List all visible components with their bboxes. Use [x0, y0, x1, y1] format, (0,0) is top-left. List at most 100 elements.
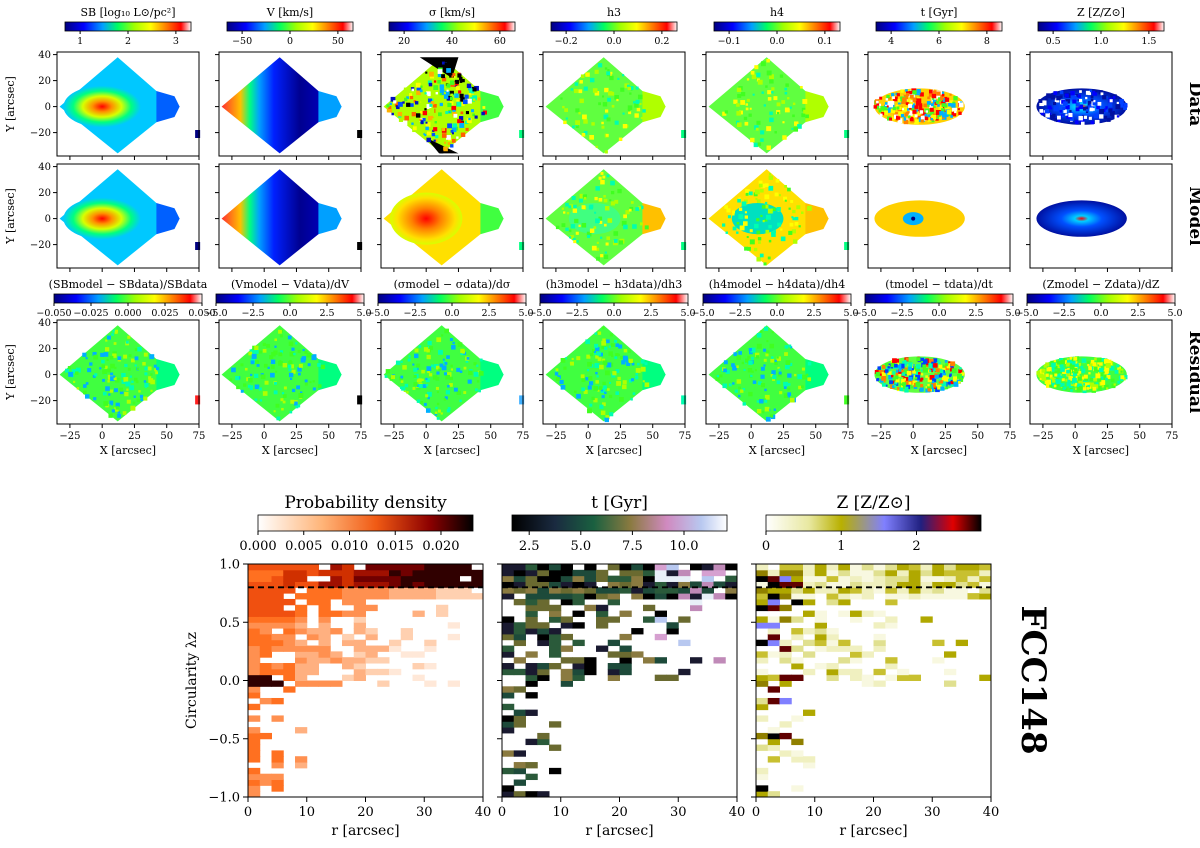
map-pixel: [127, 335, 131, 339]
circularity-bin: [631, 581, 644, 588]
map-pixel: [300, 357, 306, 363]
map-pixel: [738, 386, 741, 390]
map-pixel: [744, 215, 748, 219]
map-pixel: [113, 375, 116, 378]
circularity-bin: [979, 581, 992, 588]
circularity-bin: [826, 581, 839, 588]
circularity-bin: [365, 581, 378, 588]
map-pixel: [1087, 100, 1093, 106]
map-pixel: [722, 111, 727, 116]
sb-chip: [195, 130, 201, 138]
map-pixel: [593, 386, 598, 391]
circularity-bin: [283, 663, 296, 670]
map-pixel: [598, 102, 602, 106]
map-pixel: [594, 343, 599, 348]
circularity-bin: [525, 773, 538, 781]
map-frame: [867, 51, 1011, 157]
map-pixel: [768, 239, 772, 243]
circularity-bin: [838, 593, 851, 600]
map-pixel: [752, 93, 755, 96]
circularity-bin: [259, 564, 272, 571]
map-pixel: [555, 368, 559, 372]
map-pixel: [426, 104, 432, 109]
map-pixel: [1041, 100, 1047, 106]
moment-chip: [844, 130, 850, 138]
map-pixel: [1057, 360, 1061, 365]
circularity-bin: [873, 633, 886, 641]
map-pixel: [1103, 375, 1109, 380]
map-pixel: [1066, 373, 1070, 377]
map-pixel: [601, 340, 607, 346]
map-pixel: [941, 364, 945, 368]
map-pixel: [606, 71, 611, 76]
map-pixel: [891, 385, 895, 389]
circularity-bin: [944, 651, 957, 658]
map-pixel: [896, 363, 902, 369]
map-pixel: [890, 108, 896, 113]
map-pixel: [791, 127, 794, 130]
map-pixel: [753, 142, 759, 148]
circularity-bin: [295, 628, 308, 635]
map-pixel: [766, 126, 772, 132]
map-pixel: [621, 360, 626, 365]
circularity-bin: [678, 668, 691, 676]
map-pixel: [896, 106, 900, 110]
map-pixel: [603, 223, 607, 227]
circularity-bin: [502, 767, 515, 775]
map-pixel: [591, 396, 595, 401]
map-pixel: [921, 386, 924, 389]
map-pixel: [948, 363, 952, 367]
map-pixel: [1069, 364, 1075, 370]
map-pixel: [423, 132, 426, 135]
map-pixel: [640, 117, 643, 120]
map-pixel: [937, 104, 940, 107]
circularity-bin: [850, 668, 863, 676]
map-pixel: [579, 80, 583, 84]
map-pixel: [474, 115, 478, 119]
map-pixel: [938, 364, 943, 369]
map-pixel: [898, 111, 903, 117]
map-pixel: [311, 355, 317, 361]
circularity-bin: [756, 616, 769, 623]
map-pixel: [108, 393, 111, 396]
map-pixel: [773, 408, 777, 411]
map-pixel: [75, 367, 81, 373]
circularity-bin: [560, 668, 573, 676]
circularity-bin: [447, 564, 460, 571]
map-pixel: [585, 72, 590, 77]
circularity-bin: [365, 587, 378, 594]
circularity-bin: [248, 610, 261, 617]
circularity-bin: [756, 604, 769, 612]
map-pixel: [264, 380, 269, 385]
circularity-bin: [248, 663, 261, 670]
map-pixel: [762, 220, 765, 223]
map-pixel: [760, 366, 765, 371]
map-pixel: [1116, 364, 1120, 368]
map-pixel: [108, 413, 113, 418]
map-pixel: [121, 379, 126, 384]
map-pixel: [288, 368, 292, 372]
map-pixel: [621, 74, 625, 77]
bottom-colorbar-tick-label: 0: [762, 539, 770, 554]
circularity-bin: [908, 581, 921, 588]
map-pixel: [65, 368, 69, 373]
map-pixel: [738, 351, 742, 355]
map-pixel: [570, 361, 574, 366]
map-frame: [218, 163, 362, 269]
circularity-bin: [283, 575, 296, 582]
circularity-bin: [654, 674, 667, 681]
map-pixel: [920, 113, 923, 116]
circularity-bin: [607, 575, 620, 582]
map-pixel: [249, 349, 254, 354]
map-pixel: [1092, 91, 1098, 96]
map-pixel: [454, 79, 459, 84]
map-pixel: [288, 341, 294, 347]
map-pixel: [1117, 380, 1121, 384]
map-pixel: [607, 97, 612, 102]
map-pixel: [571, 195, 576, 201]
map-pixel: [407, 358, 411, 362]
lambda-tick-label: 0.0: [219, 674, 240, 689]
map-pixel: [573, 204, 577, 209]
circularity-bin: [607, 651, 620, 658]
map-x-tick-label: 75: [1166, 431, 1179, 442]
